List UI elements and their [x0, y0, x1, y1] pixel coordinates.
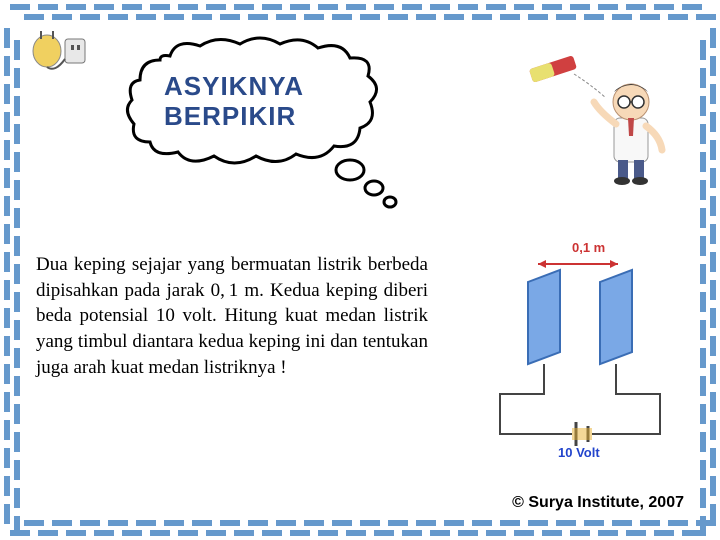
- border-bottom-inner: [24, 520, 716, 526]
- scientist-character-icon: [510, 56, 680, 186]
- distance-label: 0,1 m: [572, 240, 605, 255]
- bubble-line1: ASYIKNYA: [164, 72, 304, 102]
- thought-bubble: ASYIKNYA BERPIKIR: [120, 30, 410, 180]
- border-left-outer: [4, 28, 10, 524]
- border-bottom-outer: [10, 530, 702, 536]
- border-right-outer: [710, 28, 716, 524]
- border-top-outer: [10, 4, 702, 10]
- problem-text: Dua keping sejajar yang bermuatan listri…: [36, 252, 428, 380]
- border-top-inner: [24, 14, 716, 20]
- plug-clipart-icon: [30, 28, 90, 74]
- voltage-label: 10 Volt: [558, 445, 600, 460]
- bubble-title: ASYIKNYA BERPIKIR: [164, 72, 304, 132]
- border-right-inner: [700, 40, 706, 536]
- copyright-text: © Surya Institute, 2007: [512, 494, 684, 512]
- parallel-plate-diagram: 0,1 m 10 Volt: [480, 240, 680, 460]
- bubble-line2: BERPIKIR: [164, 102, 304, 132]
- border-left-inner: [14, 40, 20, 536]
